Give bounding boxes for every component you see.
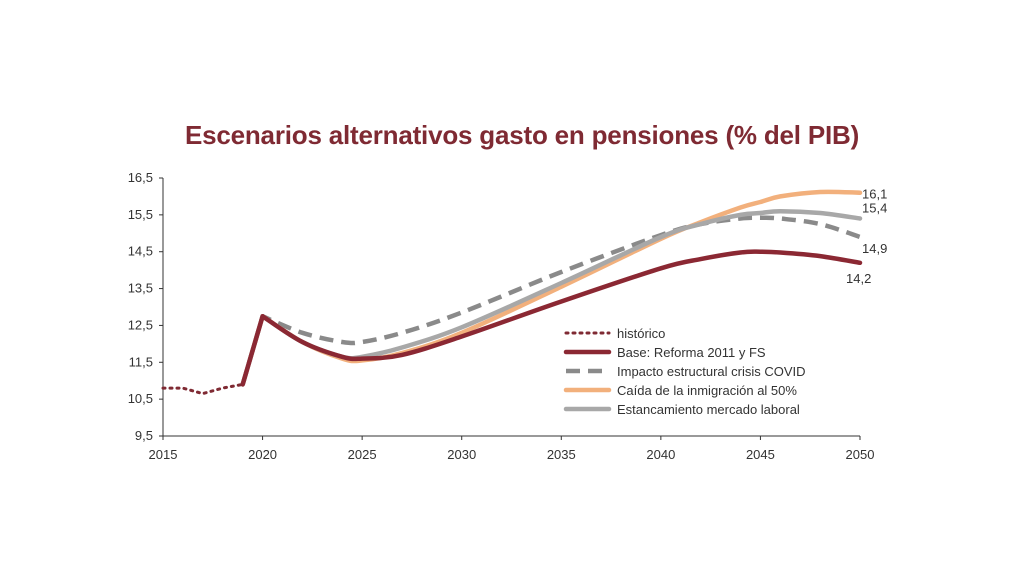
series-line-0 (161, 382, 245, 396)
end-label: 14,2 (846, 271, 871, 286)
x-tick-label: 2040 (646, 447, 675, 462)
series-line-1 (240, 249, 863, 387)
y-tick-label: 16,5 (128, 170, 153, 185)
end-label: 16,1 (862, 187, 887, 202)
legend-label: Estancamiento mercado laboral (617, 402, 800, 417)
chart-title: Escenarios alternativos gasto en pension… (184, 120, 860, 150)
y-tick-label: 9,5 (135, 428, 153, 443)
y-tick-label: 12,5 (128, 317, 153, 332)
legend-label: Caída de la inmigración al 50% (617, 383, 797, 398)
end-labels: 14,2 14,9 16,115,4 (846, 187, 887, 286)
y-tick-label: 10,5 (128, 391, 153, 406)
y-tick-label: 11,5 (129, 354, 153, 369)
y-tick-label: 13,5 (128, 281, 153, 296)
x-tick-label: 2020 (248, 447, 277, 462)
end-label: 14,9 (862, 241, 887, 256)
x-tick-label: 2025 (348, 447, 377, 462)
series-line-2 (240, 215, 861, 386)
axes: 16,5 15,5 14,5 13,5 12,5 11,5 10,5 9,5 2015 2020 2… (128, 170, 875, 462)
legend-label: histórico (617, 326, 665, 341)
x-tick-label: 2045 (746, 447, 775, 462)
x-tick-label: 2035 (547, 447, 576, 462)
legend-label: Impacto estructural crisis COVID (617, 364, 806, 379)
legend-label: Base: Reforma 2011 y FS (617, 345, 766, 360)
x-tick-label: 2015 (149, 447, 178, 462)
y-tick-label: 14,5 (128, 244, 153, 259)
end-label: 15,4 (862, 201, 887, 216)
x-tick-label: 2050 (846, 447, 875, 462)
legend: histórico Base: Reforma 2011 y FS Impacto … (563, 326, 806, 417)
y-tick-label: 15,5 (128, 207, 153, 222)
x-tick-label: 2030 (447, 447, 476, 462)
series-lines (161, 189, 863, 396)
